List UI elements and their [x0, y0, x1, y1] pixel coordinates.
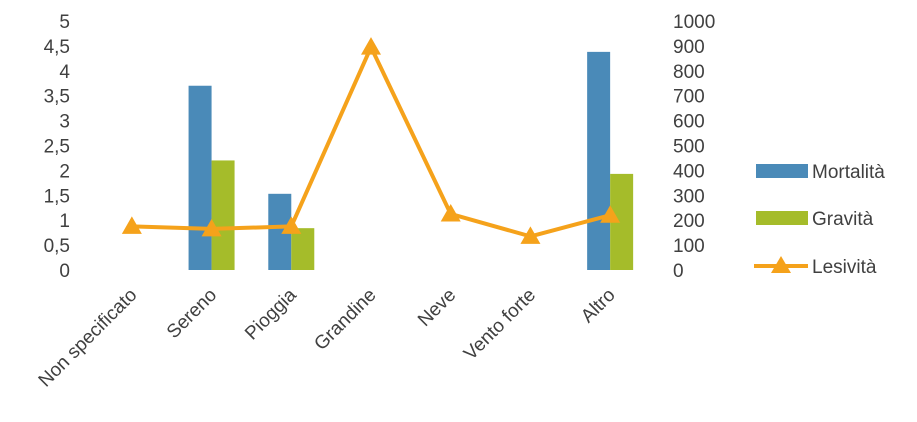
right-tick-label: 700 — [673, 87, 705, 108]
category-labels: Non specificato Sereno Pioggia Grandine Neve… — [35, 284, 620, 391]
legend-label: Mortalità — [812, 162, 885, 183]
right-tick-label: 900 — [673, 37, 705, 58]
right-tick-label: 500 — [673, 137, 705, 158]
legend-label: Lesività — [812, 257, 877, 278]
right-tick-label: 800 — [673, 62, 705, 83]
bar-mortalita — [188, 85, 212, 271]
left-tick-label: 2,5 — [44, 137, 70, 158]
lesivita-marker — [281, 216, 302, 234]
right-tick-label: 1000 — [673, 12, 715, 33]
bar-gravita — [291, 228, 315, 270]
category-label: Pioggia — [241, 284, 301, 344]
left-tick-label: 4 — [59, 62, 70, 83]
lesivita-line — [121, 37, 621, 244]
lesivita-marker — [201, 218, 222, 237]
left-tick-label: 3,5 — [44, 87, 70, 108]
legend-swatch — [756, 164, 808, 178]
category-label: Altro — [577, 285, 619, 327]
category-label: Non specificato — [35, 285, 142, 392]
right-tick-label: 0 — [673, 261, 684, 282]
bar-mortalita — [587, 51, 611, 270]
lesivita-marker — [520, 226, 541, 244]
right-tick-label: 100 — [673, 236, 705, 257]
left-tick-label: 1 — [59, 211, 70, 232]
left-tick-label: 2 — [59, 161, 70, 182]
legend-marker — [771, 256, 791, 273]
left-tick-label: 0 — [59, 261, 70, 282]
right-tick-label: 400 — [673, 161, 705, 182]
category-label: Grandine — [310, 285, 380, 355]
left-tick-label: 4,5 — [44, 37, 70, 58]
bar-gravita — [211, 160, 235, 270]
legend: Mortalità Gravità Lesività — [754, 162, 885, 278]
lesivita-marker — [600, 205, 621, 223]
right-tick-label: 600 — [673, 112, 705, 133]
right-tick-label: 300 — [673, 186, 705, 207]
lesivita-marker — [121, 216, 142, 234]
category-label: Sereno — [163, 285, 221, 343]
right-axis: 0 100 200 300 400 500 600 700 800 900 1000 — [673, 12, 715, 282]
bar-mortalita — [268, 193, 292, 270]
legend-swatch — [756, 211, 808, 225]
legend-label: Gravità — [812, 209, 874, 230]
bars — [188, 51, 634, 271]
left-tick-label: 3 — [59, 112, 70, 133]
right-tick-label: 200 — [673, 211, 705, 232]
category-label: Vento forte — [460, 285, 540, 365]
left-axis: 0 0,5 1 1,5 2 2,5 3 3,5 4 4,5 5 — [44, 12, 71, 282]
lesivita-marker — [361, 37, 381, 55]
category-label: Neve — [414, 285, 460, 331]
left-tick-label: 1,5 — [44, 186, 70, 207]
left-tick-label: 0,5 — [44, 236, 70, 257]
lesivita-marker — [440, 203, 461, 222]
bar-gravita — [610, 173, 634, 270]
left-tick-label: 5 — [59, 12, 70, 33]
